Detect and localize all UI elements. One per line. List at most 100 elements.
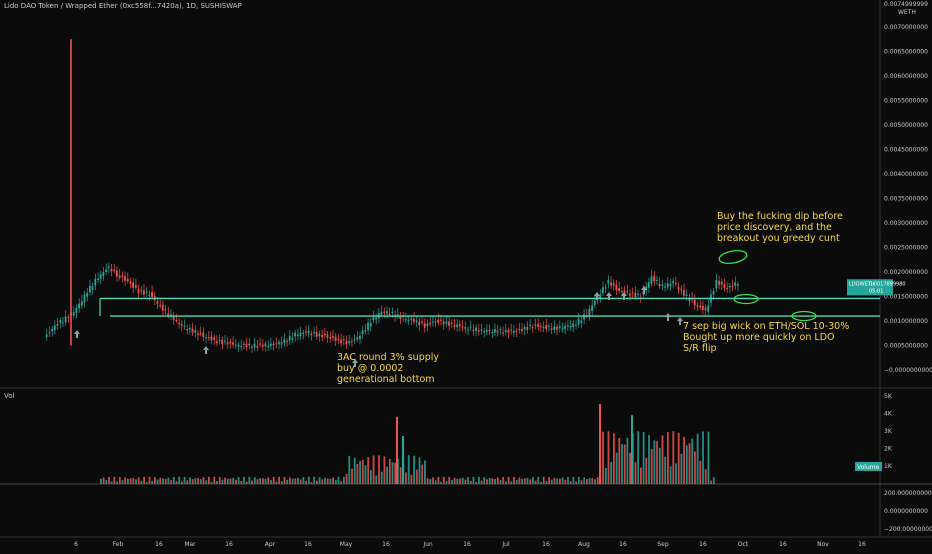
volume-bar xyxy=(532,477,534,484)
volume-bar xyxy=(569,481,572,484)
candle-body xyxy=(269,343,272,346)
volume-bar xyxy=(572,476,575,484)
volume-bar xyxy=(540,482,542,484)
time-tick-label: Oct xyxy=(738,541,749,548)
volume-bar xyxy=(445,481,448,484)
volume-bar xyxy=(116,481,118,484)
candle-body xyxy=(383,311,386,313)
volume-bar xyxy=(626,437,629,484)
volume-bar xyxy=(499,480,502,484)
candle-body xyxy=(191,328,194,333)
candle-body xyxy=(720,281,723,285)
time-tick-label: 6 xyxy=(74,541,78,548)
volume-bar xyxy=(415,469,418,484)
candle-body xyxy=(305,331,307,333)
volume-bar xyxy=(413,455,415,484)
candle-body xyxy=(604,287,607,289)
candle-body xyxy=(388,313,391,315)
drawn-circle xyxy=(733,293,759,305)
time-tick-label: Jul xyxy=(501,541,510,548)
volume-bar xyxy=(459,478,461,484)
candle-body xyxy=(637,294,639,296)
last-price-symbol: LDOWETH xyxy=(849,281,875,287)
candle-body xyxy=(342,339,345,341)
volume-bar xyxy=(394,462,397,484)
volume-bar xyxy=(615,452,618,484)
up-arrow-icon xyxy=(74,330,80,338)
candle-body xyxy=(572,323,575,328)
drawn-markers xyxy=(74,249,817,367)
volume-bar xyxy=(229,478,232,484)
last-price-tag xyxy=(847,279,893,296)
candle-body xyxy=(602,287,604,294)
candle-body xyxy=(199,332,202,334)
candle-body xyxy=(488,330,491,332)
volume-bar xyxy=(537,476,540,484)
volume-bar xyxy=(712,477,715,484)
candle-body xyxy=(707,305,710,312)
volume-bar xyxy=(162,478,164,484)
candle-body xyxy=(450,322,453,324)
candle-body xyxy=(45,334,48,337)
candle-body xyxy=(537,324,539,327)
volume-bar xyxy=(496,477,499,484)
candle-body xyxy=(318,333,321,337)
candle-body xyxy=(296,334,299,337)
candle-body xyxy=(291,338,294,340)
candle-body xyxy=(607,279,610,284)
up-arrow-icon xyxy=(621,292,627,300)
volume-bar xyxy=(291,478,294,484)
candle-body xyxy=(645,286,647,291)
volume-bar xyxy=(316,480,318,484)
candle-body xyxy=(251,347,253,349)
volume-bar xyxy=(483,477,486,484)
candle-body xyxy=(286,340,288,342)
volume-bar xyxy=(448,477,451,484)
candle-body xyxy=(205,337,207,339)
volume-bar xyxy=(451,479,453,484)
volume-bar xyxy=(677,432,680,484)
candle-body xyxy=(580,320,583,323)
time-tick-label: 16 xyxy=(542,541,550,548)
volume-bar xyxy=(461,477,464,484)
candle-body xyxy=(242,343,245,345)
volume-bar xyxy=(151,480,154,484)
candle-body xyxy=(194,330,197,333)
price-tick-label: 0.0015000000 xyxy=(884,294,928,301)
candle-body xyxy=(213,337,215,340)
volume-bar xyxy=(159,477,162,484)
candle-body xyxy=(159,305,161,307)
annotation-buy-dip: Buy the fucking dip before price discove… xyxy=(717,211,843,244)
candle-body xyxy=(553,326,556,330)
chart-title: Lido DAO Token / Wrapped Ether (0xc558f.… xyxy=(4,2,242,10)
volume-bar xyxy=(283,477,286,484)
volume-bar xyxy=(442,476,445,484)
price-tick-label: 0.0005000000 xyxy=(884,343,928,350)
candle-body xyxy=(264,343,267,347)
candle-body xyxy=(167,313,170,316)
candle-body xyxy=(151,292,153,298)
candle-body xyxy=(91,286,94,290)
candle-body xyxy=(89,285,91,293)
candle-body xyxy=(110,268,113,272)
candle-body xyxy=(701,305,704,310)
candle-body xyxy=(653,275,656,282)
price-unit-label: WETH xyxy=(898,9,916,16)
candle-body xyxy=(699,305,701,308)
volume-bar xyxy=(224,477,226,484)
volume-bar xyxy=(259,478,262,484)
candle-body xyxy=(156,301,159,304)
candle-body xyxy=(647,282,650,288)
volume-bar xyxy=(140,480,143,484)
candle-body xyxy=(472,329,475,332)
candle-body xyxy=(234,344,237,346)
candle-body xyxy=(283,339,286,343)
price-tick-label: 0.0030000000 xyxy=(884,220,928,227)
volume-bar xyxy=(170,479,172,484)
volume-bar xyxy=(191,479,194,484)
volume-bar xyxy=(202,477,205,484)
volume-bar xyxy=(272,476,275,484)
candle-body xyxy=(556,326,558,330)
